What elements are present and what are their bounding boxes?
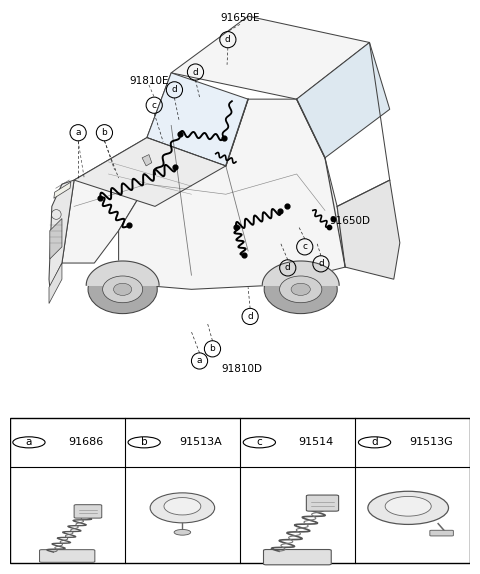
FancyBboxPatch shape: [39, 550, 95, 563]
Text: d: d: [318, 259, 324, 268]
Text: 91513G: 91513G: [409, 437, 453, 447]
Text: a: a: [26, 437, 32, 447]
Text: b: b: [141, 437, 147, 447]
Polygon shape: [171, 16, 370, 99]
Ellipse shape: [385, 497, 431, 516]
Ellipse shape: [368, 491, 448, 525]
Text: b: b: [210, 344, 216, 354]
Text: a: a: [75, 128, 81, 137]
Polygon shape: [262, 261, 339, 285]
Point: [276, 207, 284, 216]
Text: d: d: [192, 68, 198, 76]
Ellipse shape: [150, 493, 215, 523]
FancyBboxPatch shape: [74, 505, 102, 518]
Ellipse shape: [114, 284, 132, 296]
Text: 91686: 91686: [68, 437, 103, 447]
Polygon shape: [62, 73, 171, 263]
Polygon shape: [49, 180, 74, 288]
Ellipse shape: [164, 498, 201, 515]
Text: 91650D: 91650D: [329, 216, 370, 226]
FancyBboxPatch shape: [264, 549, 331, 565]
Point: [232, 222, 240, 231]
Point: [240, 250, 248, 259]
Polygon shape: [147, 73, 248, 166]
Ellipse shape: [279, 276, 322, 302]
Text: c: c: [152, 100, 156, 110]
Text: 91810D: 91810D: [222, 364, 263, 374]
Text: d: d: [285, 263, 290, 273]
Point: [171, 162, 179, 171]
Point: [125, 220, 132, 229]
Text: c: c: [256, 437, 262, 447]
Polygon shape: [54, 182, 71, 198]
Circle shape: [174, 529, 191, 535]
Point: [283, 202, 290, 211]
Point: [220, 133, 228, 142]
Point: [329, 214, 337, 223]
Polygon shape: [142, 154, 152, 166]
Text: 91810E: 91810E: [129, 76, 168, 86]
FancyBboxPatch shape: [430, 530, 453, 536]
Text: 91513A: 91513A: [180, 437, 222, 447]
Text: c: c: [302, 242, 307, 251]
Polygon shape: [119, 99, 345, 289]
Polygon shape: [74, 138, 226, 207]
Text: 91650E: 91650E: [220, 13, 260, 23]
Polygon shape: [86, 261, 159, 285]
Text: d: d: [247, 312, 253, 321]
Text: a: a: [197, 356, 202, 366]
Point: [176, 129, 184, 138]
Ellipse shape: [291, 284, 310, 296]
Text: d: d: [371, 437, 378, 447]
Ellipse shape: [88, 265, 157, 313]
Polygon shape: [49, 263, 62, 304]
Point: [96, 193, 104, 203]
Text: 91514: 91514: [299, 437, 334, 447]
Text: d: d: [171, 86, 177, 94]
Ellipse shape: [103, 276, 143, 302]
Ellipse shape: [264, 265, 337, 313]
Point: [325, 222, 333, 231]
Polygon shape: [337, 180, 400, 279]
FancyBboxPatch shape: [306, 495, 338, 511]
Text: b: b: [102, 128, 108, 137]
Polygon shape: [50, 219, 62, 259]
Text: d: d: [225, 35, 231, 44]
Polygon shape: [297, 42, 390, 158]
